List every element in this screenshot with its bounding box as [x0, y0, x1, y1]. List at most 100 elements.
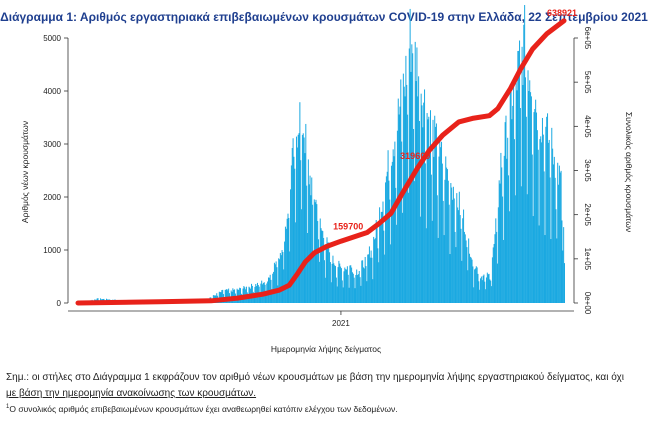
daily-bar: [551, 127, 553, 303]
y-tick-label: 2000: [43, 193, 61, 202]
daily-bar: [503, 155, 505, 303]
daily-bar: [374, 238, 376, 303]
daily-bar: [279, 253, 281, 303]
daily-bar: [361, 260, 363, 303]
daily-bar: [334, 265, 336, 303]
chart-note: Σημ.: οι στήλες στο Διάγραμμα 1 εκφράζου…: [6, 370, 642, 402]
daily-bar: [370, 250, 372, 303]
daily-bar: [469, 256, 471, 303]
daily-bar: [259, 293, 261, 303]
cumulative-cases-line: [75, 18, 567, 306]
daily-bar: [358, 270, 360, 303]
daily-bar: [433, 156, 435, 303]
daily-bar: [304, 153, 306, 303]
daily-bar: [417, 96, 419, 303]
y2-axis-label: Συνολικός αριθμός κρουσμάτων: [624, 112, 634, 232]
daily-bar: [446, 169, 448, 303]
daily-cases-bars: [78, 5, 565, 304]
daily-bar: [341, 280, 343, 303]
daily-bar: [228, 288, 230, 303]
daily-bar: [456, 193, 458, 303]
daily-bar: [218, 291, 220, 303]
daily-bar: [536, 112, 538, 303]
daily-bar: [407, 192, 409, 303]
daily-bar: [533, 112, 535, 304]
daily-bar: [395, 187, 397, 303]
daily-bar: [317, 221, 319, 303]
daily-bar: [438, 156, 440, 303]
daily-bar: [531, 154, 533, 303]
daily-bar: [514, 195, 516, 303]
daily-bar: [362, 260, 364, 303]
daily-bar: [392, 149, 394, 303]
daily-bar: [509, 84, 511, 303]
daily-bar: [319, 218, 321, 303]
daily-bar: [472, 266, 474, 303]
daily-bar: [338, 260, 340, 303]
daily-bar: [508, 211, 510, 303]
daily-bar: [530, 92, 532, 304]
daily-bar: [441, 163, 443, 303]
daily-bar: [346, 269, 348, 303]
daily-bar: [447, 180, 449, 303]
daily-bar: [293, 156, 295, 303]
daily-bar: [513, 79, 515, 303]
daily-bar: [455, 247, 457, 303]
daily-bar: [476, 267, 478, 303]
daily-bar: [346, 266, 348, 303]
daily-bar: [372, 279, 374, 303]
daily-bar: [421, 105, 423, 304]
daily-bar: [363, 268, 365, 303]
y-tick-label: 0: [57, 299, 62, 308]
daily-bar: [457, 207, 459, 303]
daily-bar: [253, 295, 255, 303]
daily-bar: [445, 156, 447, 303]
daily-bar: [396, 224, 398, 303]
daily-bar: [243, 286, 245, 303]
daily-bar: [289, 251, 291, 303]
daily-bar: [277, 285, 279, 303]
y2-tick-label: 3e+05: [583, 159, 592, 182]
daily-bar: [294, 168, 296, 303]
daily-bar: [519, 40, 521, 303]
daily-bar: [427, 119, 429, 303]
daily-bar: [331, 263, 333, 303]
daily-bar: [357, 274, 359, 303]
daily-bar: [465, 240, 467, 303]
daily-bar: [556, 238, 558, 303]
daily-bar: [470, 257, 472, 303]
daily-bar: [308, 184, 310, 303]
daily-bar: [396, 130, 398, 303]
daily-bar: [354, 288, 356, 303]
daily-bar: [380, 211, 382, 303]
daily-bar: [490, 280, 492, 303]
daily-bar: [312, 250, 314, 303]
daily-bar: [407, 114, 409, 304]
daily-bar: [309, 175, 311, 303]
axes: 0 1000 2000 3000 4000 5000 0e+00 1e+05 2e+05 3e+0…: [43, 27, 592, 328]
daily-bar: [360, 285, 362, 303]
annotation-label: 159700: [333, 221, 363, 231]
daily-bar: [383, 230, 385, 303]
daily-bar: [524, 5, 526, 304]
daily-bar: [487, 274, 489, 303]
daily-bar: [537, 149, 539, 303]
daily-bar: [497, 207, 499, 303]
daily-bar: [322, 231, 324, 303]
daily-bar: [498, 180, 500, 303]
daily-bar: [405, 55, 407, 304]
daily-bar: [408, 48, 410, 304]
daily-bar: [291, 148, 293, 303]
daily-bar: [538, 225, 540, 303]
daily-bar: [440, 147, 442, 303]
daily-bar: [224, 289, 226, 303]
y-tick-label: 5000: [43, 34, 61, 43]
daily-bar: [340, 266, 342, 303]
daily-bar: [485, 277, 487, 303]
daily-bar: [288, 217, 290, 303]
daily-bar: [500, 152, 502, 303]
daily-bar: [351, 272, 353, 303]
daily-bar: [552, 164, 554, 303]
daily-bar: [413, 128, 415, 303]
daily-bar: [327, 242, 329, 303]
